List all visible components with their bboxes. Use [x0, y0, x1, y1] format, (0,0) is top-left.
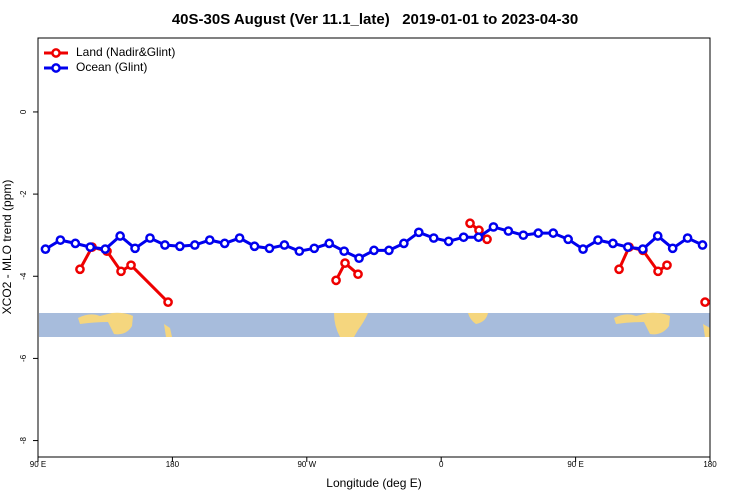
x-tick-label: 90 E [30, 460, 46, 469]
data-point [503, 226, 514, 236]
data-point [353, 269, 363, 280]
x-axis-label: Longitude (deg E) [326, 476, 421, 490]
data-point [488, 222, 499, 232]
data-point [234, 233, 245, 243]
plot-frame [37, 37, 711, 458]
data-point [354, 253, 364, 264]
data-point [563, 234, 573, 245]
data-point [399, 238, 409, 249]
data-point [294, 246, 305, 257]
data-point [75, 264, 85, 275]
land-patch [614, 312, 670, 335]
legend-label: Ocean (Glint) [76, 60, 147, 74]
x-tick-label: 0 [439, 460, 444, 469]
chart-title: 40S-30S August (Ver 11.1_late) 2019-01-0… [172, 11, 578, 28]
data-point [700, 297, 710, 307]
data-point [518, 230, 529, 241]
data-point [160, 240, 170, 250]
data-point [637, 244, 648, 254]
data-point [219, 238, 230, 249]
data-point [697, 240, 708, 250]
data-point [145, 233, 155, 243]
data-point [578, 244, 588, 254]
data-point [189, 240, 200, 250]
data-point [465, 218, 475, 229]
legend-marker [51, 48, 61, 58]
x-tick-label: 90 E [567, 460, 583, 469]
land-patch [703, 324, 710, 337]
data-point [593, 235, 603, 245]
data-point [70, 238, 81, 249]
data-point [324, 238, 335, 249]
y-axis-label: XCO2 - MLO trend (ppm) [0, 180, 14, 315]
data-point [443, 236, 454, 247]
data-point [116, 266, 126, 277]
y-tick-label: -6 [19, 354, 28, 362]
x-tick-label: 90 W [297, 460, 316, 469]
data-point [369, 245, 379, 256]
y-tick-label: 0 [19, 109, 28, 114]
data-point [482, 234, 492, 245]
data-point [667, 243, 678, 254]
data-point [608, 238, 618, 249]
data-point [40, 244, 51, 254]
land-patch [334, 313, 368, 337]
data-point [682, 233, 693, 243]
data-point [85, 242, 96, 252]
data-point [413, 227, 424, 238]
data-point [458, 232, 469, 243]
data-point [653, 266, 663, 277]
data-point [533, 228, 544, 238]
x-tick-label: 180 [166, 460, 180, 469]
data-point [279, 240, 290, 250]
data-point [623, 242, 633, 252]
land-patch [468, 313, 488, 324]
data-point [115, 231, 125, 241]
map-strip [39, 312, 710, 337]
data-point [264, 243, 275, 254]
data-point [163, 297, 173, 307]
y-tick-label: -8 [19, 436, 28, 444]
legend-marker [51, 63, 61, 73]
data-point [204, 235, 215, 245]
data-point [662, 260, 672, 271]
ocean-band [39, 313, 710, 337]
data-point [652, 231, 663, 241]
data-point [614, 264, 624, 275]
data-point [340, 258, 350, 268]
data-point [428, 233, 439, 243]
data-point [100, 244, 111, 254]
data-point [331, 275, 341, 286]
data-point [55, 235, 66, 245]
data-point [309, 243, 320, 254]
y-tick-label: -4 [19, 272, 28, 280]
data-point [126, 260, 136, 271]
data-point [339, 246, 349, 257]
data-point [130, 243, 140, 254]
data-point [473, 232, 484, 243]
data-point [249, 241, 260, 252]
y-tick-label: -2 [19, 190, 28, 198]
x-tick-label: 180 [703, 460, 717, 469]
land-patch [164, 324, 172, 337]
legend-label: Land (Nadir&Glint) [76, 45, 175, 59]
land-patch [78, 312, 133, 335]
data-point [548, 228, 559, 238]
data-point [384, 245, 394, 256]
series-line [80, 223, 705, 302]
data-point [175, 241, 185, 252]
